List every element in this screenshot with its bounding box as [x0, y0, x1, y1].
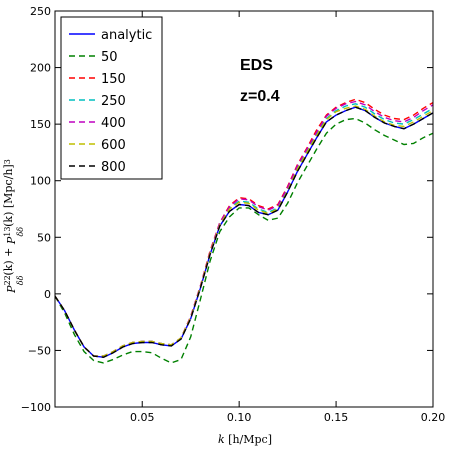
series-line-250: [55, 103, 433, 357]
series-line-400: [55, 100, 433, 357]
legend-label: analytic: [101, 28, 152, 43]
y-tick-label: 250: [30, 5, 51, 18]
ticks-layer: 0.05 0.10 0.15 0.20 −100 −50 0 50 100 150 200 250: [21, 5, 445, 424]
y-tick-label: −100: [21, 401, 51, 414]
y-tick-label: 50: [37, 231, 51, 244]
legend: analytic 50 150 250 400 600 800: [60, 16, 163, 180]
annotation-model: EDS: [240, 57, 273, 74]
x-tick-label: 0.05: [130, 411, 155, 424]
series-line-50: [55, 117, 433, 364]
legend-label: 150: [101, 72, 126, 87]
legend-label: 400: [101, 116, 126, 131]
y-axis-label: P22 δδ(k) + P13 δδ(k) [Mpc/h]3: [2, 159, 25, 294]
y-tick-label: 100: [30, 175, 51, 188]
legend-label: 800: [101, 160, 126, 175]
legend-label: 50: [101, 50, 118, 65]
y-tick-label: 150: [30, 118, 51, 131]
plot-frame: [54, 10, 434, 408]
x-axis-label: k [h/Mpc]: [218, 433, 272, 446]
series-line-150: [55, 98, 433, 357]
series-layer: [55, 98, 433, 364]
x-tick-label: 0.10: [227, 411, 252, 424]
y-tick-label: 200: [30, 62, 51, 75]
y-tick-label: −50: [28, 344, 51, 357]
y-tick-label: 0: [44, 288, 51, 301]
legend-label: 250: [101, 94, 126, 109]
legend-label: 600: [101, 138, 126, 153]
legend-box: [60, 16, 163, 180]
x-tick-label: 0.20: [421, 411, 446, 424]
x-tick-label: 0.15: [324, 411, 349, 424]
annotation-redshift: z=0.4: [240, 88, 280, 105]
series-line-analytic: [55, 106, 433, 358]
annotations: EDS z=0.4: [240, 57, 280, 105]
